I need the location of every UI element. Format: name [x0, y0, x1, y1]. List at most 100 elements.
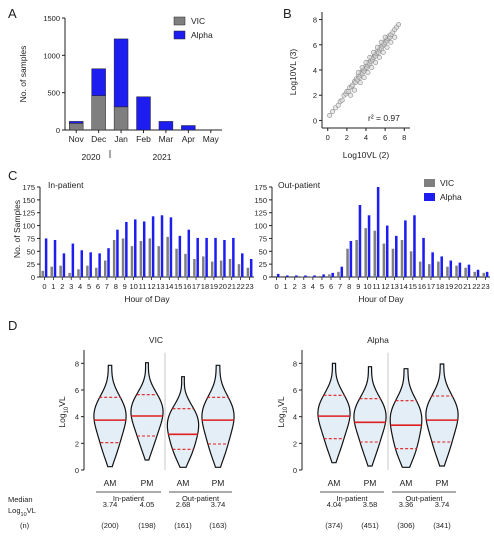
- panel-a-bar-vic-jan: [113, 106, 129, 131]
- D-Alpha-ampm-label: AM: [400, 478, 413, 488]
- panel-c-out-title: Out-patient: [278, 180, 321, 190]
- D-VIC-y-tick-label: 8: [75, 359, 79, 368]
- C-out-x-tick-label: 14: [400, 282, 408, 291]
- C-out-bar-vic-5: [319, 275, 322, 277]
- D-Alpha-n-value: (341): [433, 521, 451, 530]
- panel-a-bar-vic-nov: [69, 123, 84, 131]
- C-out-bar-alpha-16: [422, 237, 425, 277]
- D-Alpha-ampm-label: AM: [328, 478, 341, 488]
- panel-c-y-label: No. of Samples: [12, 200, 22, 258]
- C-in-bar-alpha-15: [178, 235, 182, 277]
- C-in-bar-alpha-16: [187, 229, 191, 277]
- panel-letter-b: B: [283, 6, 292, 21]
- C-in-bar-vic-10: [130, 246, 134, 277]
- panel-b-x-label: Log10VL (2): [343, 150, 390, 160]
- C-out-x-tick-label: 12: [381, 282, 389, 291]
- C-out-bar-alpha-13: [395, 235, 398, 277]
- C-out-x-tick-label: 2: [293, 282, 297, 291]
- panel-a-y-tick-label: 0: [56, 126, 60, 135]
- panel-a-bar-vic-dec: [91, 95, 106, 131]
- C-in-bar-vic-8: [112, 239, 116, 277]
- C-out-y-tick-label: 50: [259, 247, 267, 256]
- C-in-x-tick-label: 9: [123, 282, 127, 291]
- C-in-bar-vic-9: [121, 238, 125, 277]
- D-VIC-group-label: In-patient: [113, 494, 145, 503]
- panel-letter-c: C: [8, 168, 17, 183]
- C-out-bar-vic-21: [464, 267, 467, 277]
- D-Alpha-n-value: (451): [361, 521, 379, 530]
- D-VIC-n-value: (198): [138, 521, 156, 530]
- panel-d-vic-y-label: Log10VL: [57, 396, 70, 428]
- panel-a-bar-alpha-mar: [158, 121, 174, 131]
- C-in-y-tick-label: 125: [22, 209, 35, 218]
- C-out-bar-vic-18: [437, 261, 440, 277]
- panel-a-bar-alpha-apr: [181, 125, 196, 131]
- panel-b-point: [374, 44, 380, 50]
- C-in-x-tick-label: 10: [129, 282, 137, 291]
- D-VIC-y-tick-label: 6: [75, 386, 79, 395]
- D-Alpha-violin-1: [317, 362, 351, 464]
- C-in-bar-vic-7: [103, 260, 107, 277]
- panel-b-point: [384, 44, 390, 50]
- C-in-bar-alpha-21: [232, 237, 235, 277]
- C-out-bar-vic-17: [428, 264, 431, 277]
- panel-b-point: [376, 54, 382, 60]
- C-in-bar-alpha-12: [151, 216, 155, 277]
- panel-b-x-tick-label: 0: [326, 133, 330, 142]
- panel-d-alpha-title: Alpha: [367, 335, 389, 345]
- C-in-bar-alpha-2: [62, 253, 66, 277]
- C-in-bar-alpha-18: [205, 237, 208, 277]
- panel-b-point: [367, 54, 373, 60]
- C-in-bar-vic-15: [175, 248, 178, 277]
- C-in-x-tick-label: 19: [210, 282, 218, 291]
- C-out-x-tick-label: 9: [356, 282, 360, 291]
- panel-a-year-2020: 2020: [82, 152, 101, 162]
- D-Alpha-median-value: 3.58: [363, 500, 378, 509]
- D-VIC-violin-4: [201, 364, 235, 468]
- C-out-x-tick-label: 1: [284, 282, 288, 291]
- panel-a-x-tick-label: Nov: [69, 134, 85, 144]
- C-in-bar-vic-4: [77, 269, 80, 277]
- panel-b-point: [371, 49, 377, 55]
- D-VIC-group-label: Out-patient: [182, 494, 220, 503]
- C-in-bar-vic-0: [41, 270, 45, 277]
- C-in-x-tick-label: 16: [183, 282, 191, 291]
- panel-b-point: [357, 80, 363, 86]
- C-out-x-tick-label: 18: [436, 282, 444, 291]
- C-out-bar-vic-9: [355, 239, 358, 277]
- C-in-bar-vic-6: [95, 267, 98, 277]
- panel-c-in-title: In-patient: [48, 180, 84, 190]
- C-in-bar-alpha-1: [53, 239, 57, 277]
- C-in-bar-vic-3: [68, 272, 71, 277]
- panel-a-y-label: No. of samples: [18, 46, 28, 103]
- C-out-bar-vic-19: [446, 266, 449, 277]
- C-out-x-tick-label: 6: [329, 282, 333, 291]
- panel-c-in-x-label: Hour of Day: [124, 294, 170, 304]
- C-in-bar-alpha-6: [98, 253, 101, 277]
- C-out-x-tick-label: 8: [347, 282, 351, 291]
- C-out-bar-alpha-4: [313, 275, 316, 277]
- C-in-x-tick-label: 4: [78, 282, 82, 291]
- panel-b-y-tick-label: 8: [313, 16, 317, 25]
- C-in-x-tick-label: 8: [114, 282, 118, 291]
- C-out-x-tick-label: 21: [463, 282, 471, 291]
- D-VIC-ampm-label: PM: [212, 478, 225, 488]
- C-out-bar-alpha-20: [458, 262, 462, 277]
- C-out-bar-alpha-3: [304, 275, 307, 277]
- C-in-x-tick-label: 11: [139, 282, 147, 291]
- C-in-bar-alpha-22: [241, 253, 244, 277]
- C-out-bar-alpha-10: [367, 215, 371, 277]
- panel-b-point: [355, 70, 361, 76]
- C-in-x-tick-label: 22: [236, 282, 244, 291]
- panel-d-row-label-log10vl: Log10VL: [8, 506, 36, 518]
- panel-a-x-tick-label: Mar: [159, 134, 174, 144]
- D-Alpha-violin-2: [353, 366, 387, 467]
- panel-a-bar-alpha-feb: [136, 96, 151, 131]
- panel-a-chart: No. of samples 0 500 1000 1500 Nov Dec Jan Feb…: [18, 14, 222, 162]
- panel-b-point: [348, 92, 354, 98]
- C-in-bar-alpha-7: [107, 248, 110, 277]
- panel-d-chart: VIC Alpha Log10VL Log10VL 0 2 4 6 8 AM 3.74 (20…: [8, 335, 459, 530]
- D-VIC-median-value: 4.05: [140, 500, 155, 509]
- C-out-bar-vic-10: [364, 228, 367, 277]
- C-out-x-tick-label: 7: [338, 282, 342, 291]
